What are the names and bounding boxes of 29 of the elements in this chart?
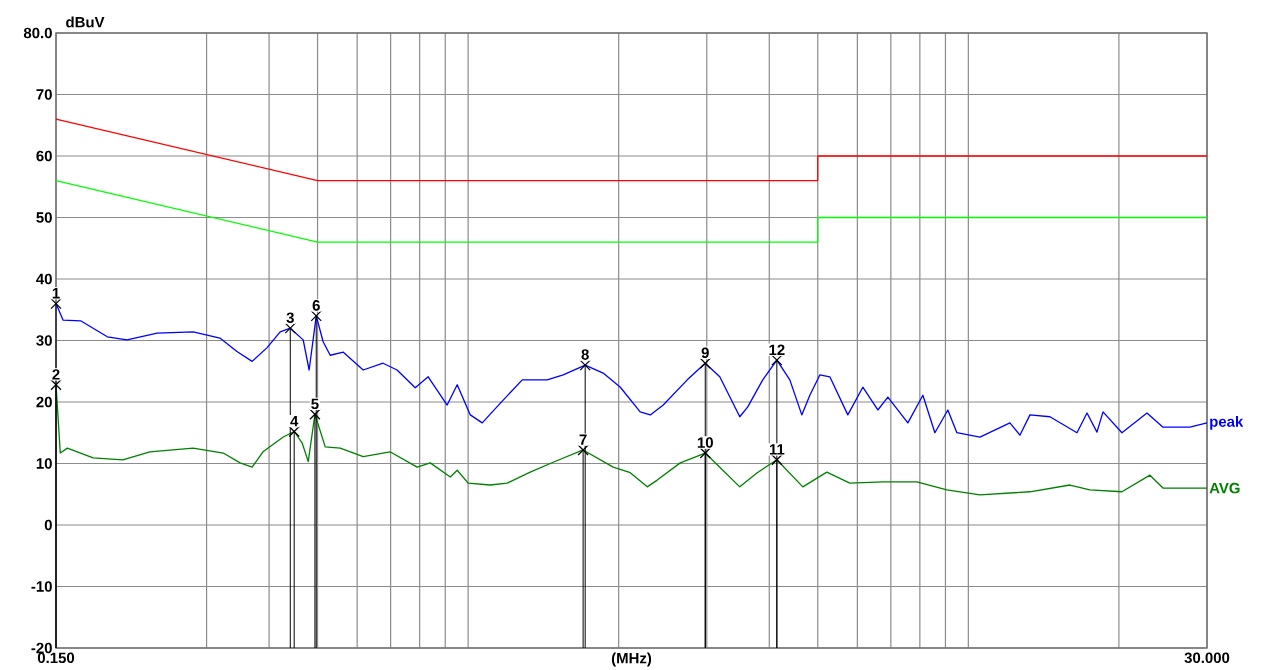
y-tick-label: 10 <box>36 458 52 469</box>
annotation: 11 <box>769 444 785 455</box>
y-tick-label: -10 <box>31 581 52 592</box>
annotation: 4 <box>290 416 299 427</box>
annotation: 5 <box>311 398 319 410</box>
annotation: 7 <box>579 434 587 445</box>
y-tick-label: 80.0 <box>23 27 52 39</box>
annotation: 1 <box>52 288 60 299</box>
y-tick-label: 30 <box>36 335 52 346</box>
y-tick-label: 20 <box>36 396 52 408</box>
annotation: 12 <box>769 344 785 355</box>
series-label: AVG <box>1209 482 1240 494</box>
annotation: 8 <box>581 349 589 360</box>
y-tick-label: 60 <box>36 150 52 162</box>
annotation: 6 <box>312 300 320 311</box>
y-tick-label: 50 <box>36 212 52 223</box>
y-tick-label: 0 <box>44 519 52 531</box>
x-tick-label: 30.000 <box>1184 652 1230 664</box>
annotation: 10 <box>697 437 713 448</box>
x-axis-title: (MHz) <box>611 652 652 667</box>
y-tick-label: 70 <box>36 89 52 100</box>
y-tick-label: 40 <box>36 273 52 285</box>
annotation: 9 <box>701 347 709 359</box>
annotation: 2 <box>52 369 60 380</box>
series-label: peak <box>1210 415 1244 430</box>
x-tick-label: 0.150 <box>37 652 75 664</box>
y-axis-title: dBuV <box>66 16 105 28</box>
annotation: 3 <box>286 312 294 323</box>
y-tick-label: -20 <box>31 642 52 654</box>
